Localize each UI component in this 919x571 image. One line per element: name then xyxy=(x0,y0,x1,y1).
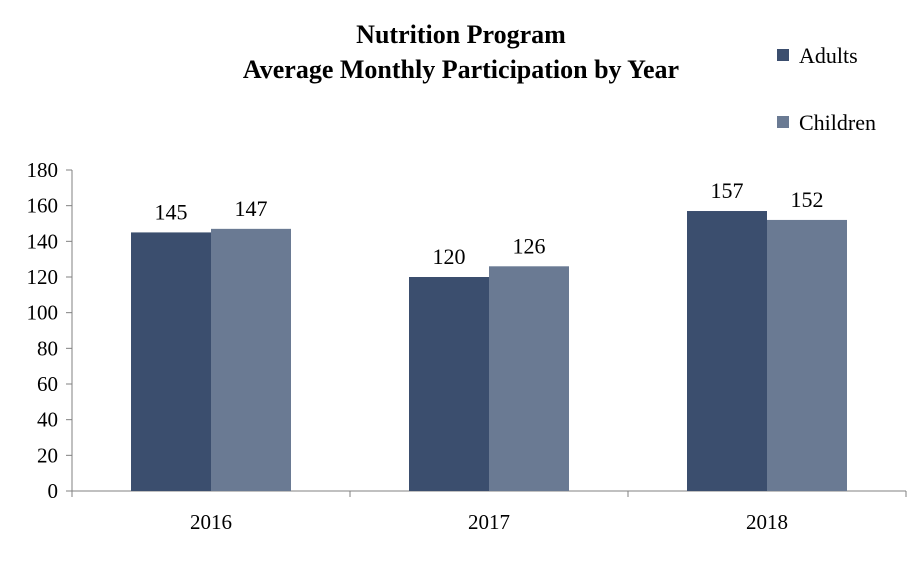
chart-subtitle: Average Monthly Participation by Year xyxy=(243,55,679,84)
chart-title: Nutrition Program xyxy=(356,20,566,49)
bar-adults-2017 xyxy=(409,277,489,491)
x-tick-label: 2018 xyxy=(746,510,788,534)
data-label: 126 xyxy=(513,233,546,258)
legend-label-children: Children xyxy=(799,110,876,135)
data-label: 147 xyxy=(235,196,268,221)
legend: Adults Children xyxy=(777,43,876,135)
y-tick-label: 40 xyxy=(37,408,58,432)
x-tick-label: 2017 xyxy=(468,510,510,534)
legend-swatch-children xyxy=(777,116,789,128)
data-label: 145 xyxy=(155,199,188,224)
y-tick-label: 20 xyxy=(37,443,58,467)
legend-swatch-adults xyxy=(777,49,789,61)
y-tick-label: 80 xyxy=(37,336,58,360)
bar-adults-2016 xyxy=(131,232,211,491)
y-tick-label: 0 xyxy=(48,479,59,503)
y-tick-label: 120 xyxy=(27,265,59,289)
bar-adults-2018 xyxy=(687,211,767,491)
data-label: 152 xyxy=(791,187,824,212)
legend-label-adults: Adults xyxy=(799,43,858,68)
x-tick-label: 2016 xyxy=(190,510,232,534)
y-tick-label: 180 xyxy=(27,158,59,182)
plot-area: 0 20 40 60 80 100 120 140 160 180 2016 145 147 2017 12… xyxy=(27,158,907,534)
y-tick-label: 140 xyxy=(27,229,59,253)
bar-children-2018 xyxy=(767,219,847,491)
bar-children-2017 xyxy=(489,266,569,491)
bar-children-2016 xyxy=(211,228,291,491)
y-tick-label: 160 xyxy=(27,194,59,218)
data-label: 157 xyxy=(711,178,744,203)
y-tick-label: 60 xyxy=(37,372,58,396)
y-tick-label: 100 xyxy=(27,301,59,325)
data-label: 120 xyxy=(433,244,466,269)
